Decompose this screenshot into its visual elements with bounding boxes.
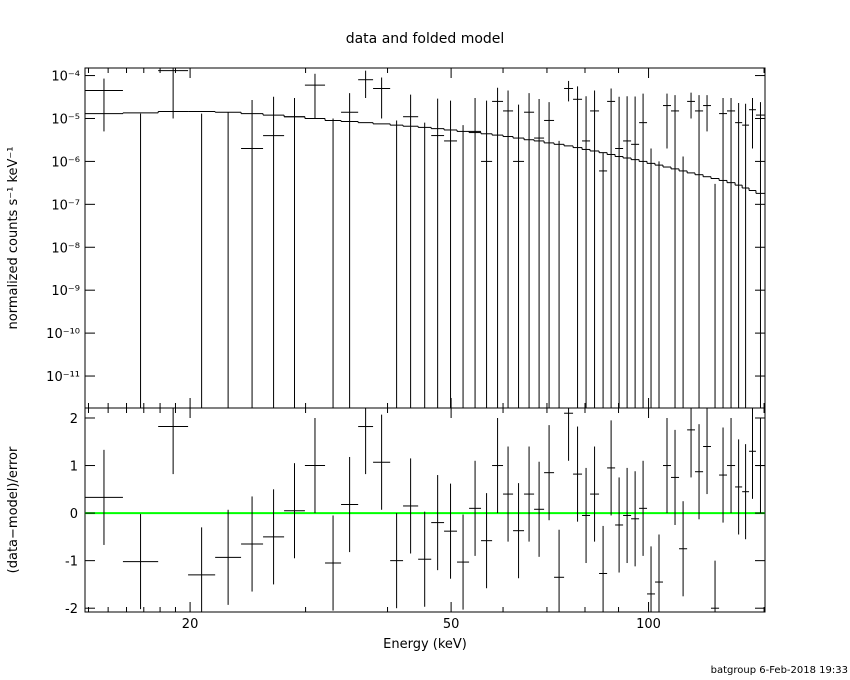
y-tick-label: 0 (70, 507, 78, 522)
chart-title: data and folded model (346, 31, 505, 47)
y-axis-label: normalized counts s⁻¹ keV⁻¹ (6, 147, 21, 330)
y-tick-label: 10⁻⁷ (51, 198, 80, 213)
y-tick-label: 10⁻⁹ (51, 284, 80, 299)
y-tick-label: 2 (70, 412, 78, 427)
x-tick-label: 100 (636, 617, 661, 632)
x-axis-label: Energy (keV) (383, 637, 467, 652)
x-tick-label: 50 (443, 617, 460, 632)
y-tick-label: 10⁻⁸ (51, 241, 80, 256)
y-tick-label: 10⁻⁶ (51, 155, 80, 170)
y-tick-label: -2 (65, 602, 78, 617)
y-tick-label: 10⁻⁵ (51, 112, 80, 127)
y-tick-label: 10⁻⁴ (51, 70, 80, 85)
y-tick-label: -1 (65, 555, 78, 570)
x-tick-label: 20 (182, 617, 199, 632)
y-axis-label: (data−model)/error (6, 446, 21, 573)
footer: batgroup 6-Feb-2018 19:33 (711, 665, 848, 676)
y-tick-label: 1 (70, 460, 78, 475)
y-tick-label: 10⁻¹⁰ (46, 327, 80, 342)
y-tick-label: 10⁻¹¹ (46, 370, 80, 385)
